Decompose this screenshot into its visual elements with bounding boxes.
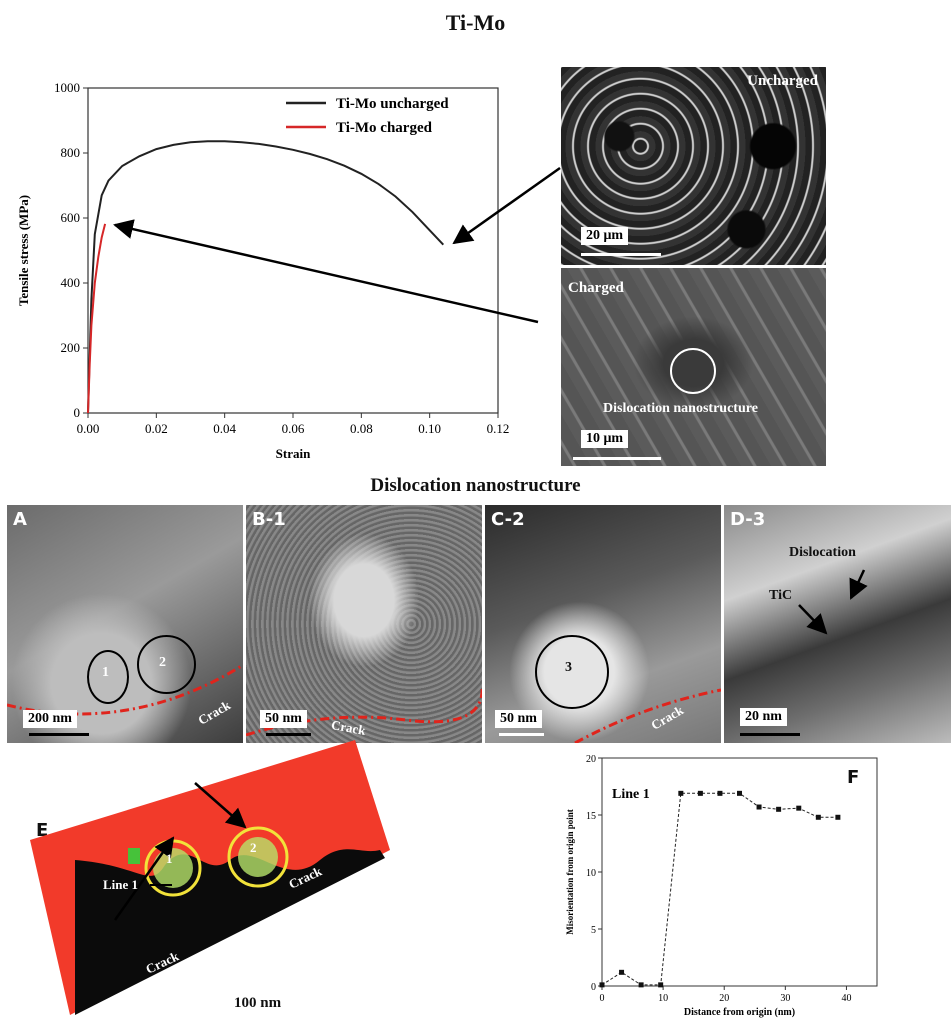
line-1-label: Line 1: [103, 877, 139, 892]
x-tick-label: 0.06: [282, 421, 305, 436]
scale-label-d: 20 nm: [740, 708, 787, 726]
x-tick-label: 0.10: [418, 421, 441, 436]
x-tick-label: 0.08: [350, 421, 373, 436]
tic-label: TiC: [769, 588, 793, 603]
sem-charged-annotation: Dislocation nanostructure: [603, 401, 758, 416]
marker-circle-2: [137, 635, 196, 694]
scale-bar: [573, 457, 661, 460]
panel-label-a: A: [13, 509, 27, 530]
y-tick-label: 400: [61, 275, 81, 290]
tem-panel-d: D-3 Dislocation TiC 20 nm: [724, 505, 951, 743]
data-point: [756, 804, 762, 810]
scale-bar: [740, 733, 800, 736]
x-tick-label: 0.04: [213, 421, 236, 436]
data-point: [697, 790, 703, 796]
sem-charged-scale: 10 μm: [581, 430, 629, 448]
y-tick-label: 600: [61, 210, 81, 225]
series-line: [601, 792, 838, 986]
data-point: [835, 814, 841, 820]
data-point: [815, 814, 821, 820]
y-tick-label: 0: [591, 982, 596, 993]
sem-charged-label: Charged: [568, 280, 624, 296]
misorientation-chart: 0 10 20 30 40 0 5 10 15 20 Distance from origin (n…: [565, 754, 878, 1018]
data-point: [619, 969, 625, 975]
y-tick-label: 1000: [54, 80, 80, 95]
e-marker-label-1: 1: [166, 851, 173, 866]
panel-label-d: D-3: [730, 509, 766, 530]
x-tick-label: 0.02: [145, 421, 168, 436]
data-point: [776, 806, 782, 812]
y-tick-label: 20: [586, 754, 596, 765]
data-point: [599, 982, 605, 988]
arrow-uncharged: [452, 166, 561, 245]
marker-circle-3: [535, 635, 609, 709]
sem-uncharged-image: Uncharged 20 μm: [561, 67, 826, 265]
dislocation-label: Dislocation: [789, 545, 856, 560]
tem-panel-a: A 1 2 Crack 200 nm: [7, 505, 243, 743]
sem-uncharged-scale: 20 μm: [581, 227, 629, 245]
e-marker-label-2: 2: [250, 840, 257, 855]
sem-uncharged-label: Uncharged: [747, 73, 818, 89]
data-point: [796, 805, 802, 811]
tem-panel-b: B-1 Crack 50 nm: [246, 505, 482, 743]
panel-label-b: B-1: [252, 509, 286, 530]
data-point: [638, 982, 644, 988]
annotation-arrows: [113, 166, 561, 324]
scale-bar: [581, 253, 661, 256]
y-tick-label: 10: [586, 868, 596, 879]
y-axis-label: Tensile stress (MPa): [16, 195, 31, 306]
data-point: [737, 790, 742, 796]
e-scale-label: 100 nm: [234, 995, 282, 1011]
legend-entry-0: Ti-Mo uncharged: [336, 96, 449, 112]
marker-circle-1: [87, 650, 129, 704]
nanostructure-circle: [670, 348, 716, 394]
x-tick-label: 0.12: [487, 421, 510, 436]
scale-bar: [499, 733, 544, 736]
x-tick-label: 20: [719, 993, 729, 1004]
legend-entry-1: Ti-Mo charged: [336, 120, 433, 136]
data-point: [678, 790, 684, 796]
tem-panel-c: C-2 3 Crack 50 nm: [485, 505, 721, 743]
data-point: [717, 790, 723, 796]
series-line-0: [87, 140, 445, 414]
marker-label-3: 3: [565, 660, 572, 675]
scale-bar: [29, 733, 89, 736]
marker-label-1: 1: [102, 665, 109, 680]
y-tick-label: 15: [586, 811, 596, 822]
panel-label-c: C-2: [491, 509, 525, 530]
y-tick-label: 5: [591, 925, 596, 936]
panel-label-f: F: [847, 767, 860, 788]
x-axis-label: Strain: [276, 446, 311, 461]
y-tick-label: 800: [61, 145, 81, 160]
scale-label-b: 50 nm: [260, 710, 307, 728]
marker-label-2: 2: [159, 655, 166, 670]
sem-charged-image: Charged Dislocation nanostructure 10 μm: [561, 268, 826, 466]
arrow-charged: [113, 219, 539, 324]
scale-label-a: 200 nm: [23, 710, 77, 728]
scale-label-c: 50 nm: [495, 710, 542, 728]
series-line-1: [87, 223, 107, 414]
data-point: [658, 982, 664, 988]
y-tick-label: 200: [61, 340, 81, 355]
scale-bar: [266, 733, 311, 736]
chart-title: Line 1: [612, 787, 650, 802]
tensile-chart: 0.00 0.02 0.04 0.06 0.08 0.10 0.12 0 200 400 600 80…: [16, 80, 510, 461]
x-tick-label: 10: [658, 993, 668, 1004]
x-tick-label: 0: [600, 993, 605, 1004]
figure-title: Ti-Mo: [445, 10, 506, 35]
x-tick-label: 30: [780, 993, 790, 1004]
x-tick-label: 0.00: [77, 421, 100, 436]
x-tick-label: 40: [841, 993, 851, 1004]
section-title: Dislocation nanostructure: [370, 475, 581, 496]
y-axis-label: Misorientation from origin point: [565, 809, 575, 935]
x-axis-label: Distance from origin (nm): [684, 1007, 795, 1018]
y-tick-label: 0: [74, 405, 81, 420]
ebsd-map: [30, 740, 390, 1015]
